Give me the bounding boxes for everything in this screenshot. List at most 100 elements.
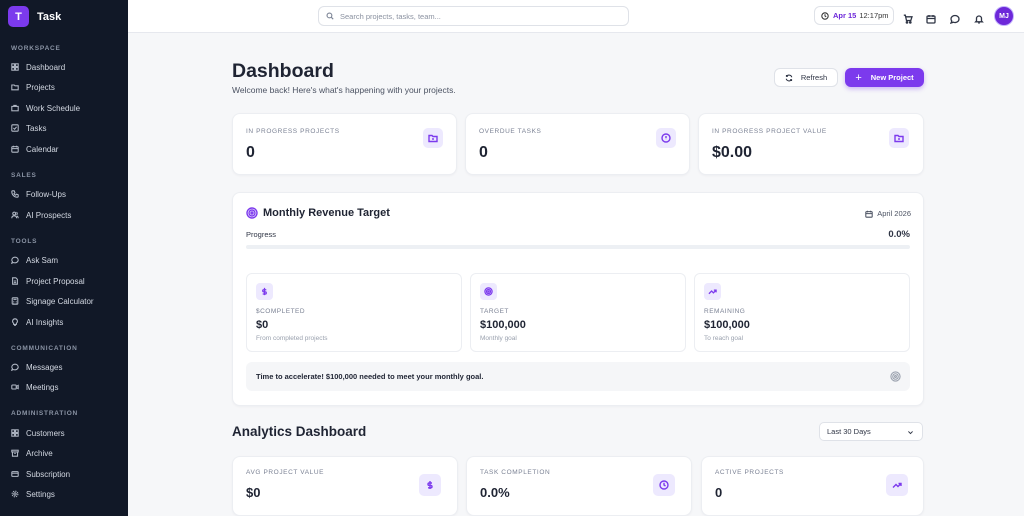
message-circle-icon bbox=[949, 14, 960, 25]
clock-icon bbox=[653, 474, 675, 496]
chevron-down-icon bbox=[908, 431, 913, 435]
sidebar-item-label: AI Prospects bbox=[26, 210, 72, 220]
remaining-card: REMAINING $100,000 To reach goal bbox=[694, 273, 910, 352]
sidebar-item-label: Settings bbox=[26, 489, 55, 499]
card-note: Monthly goal bbox=[480, 335, 517, 342]
sidebar-item-label: Messages bbox=[26, 362, 63, 372]
search-box[interactable] bbox=[318, 6, 629, 26]
progress-label: Progress bbox=[246, 230, 277, 239]
cart-button[interactable] bbox=[903, 11, 913, 24]
sidebar-item-ai-insights[interactable]: AI Insights bbox=[11, 315, 63, 329]
briefcase-icon bbox=[11, 104, 19, 112]
target-icon bbox=[890, 371, 901, 382]
stat-value: $0.00 bbox=[712, 144, 753, 161]
message-square-icon bbox=[11, 363, 19, 371]
clock-icon bbox=[821, 11, 829, 20]
new-project-button[interactable]: + New Project bbox=[845, 68, 924, 87]
sidebar-item-dashboard[interactable]: Dashboard bbox=[11, 60, 65, 74]
sidebar-item-messages[interactable]: Messages bbox=[11, 360, 62, 374]
sidebar-item-meetings[interactable]: Meetings bbox=[11, 380, 58, 394]
sidebar-item-calendar[interactable]: Calendar bbox=[11, 142, 58, 156]
sidebar-item-label: Project Proposal bbox=[26, 276, 85, 286]
avatar[interactable]: MJ bbox=[994, 6, 1014, 26]
sidebar-item-label: AI Insights bbox=[26, 317, 64, 327]
check-square-icon bbox=[11, 124, 19, 132]
sidebar-item-tasks[interactable]: Tasks bbox=[11, 121, 46, 135]
brand-name: Task bbox=[37, 10, 62, 23]
date-range-select[interactable]: Last 30 Days bbox=[819, 422, 923, 441]
sidebar-item-subscription[interactable]: Subscription bbox=[11, 467, 70, 481]
sidebar-item-signage-calculator[interactable]: Signage Calculator bbox=[11, 294, 94, 308]
calendar-button[interactable] bbox=[926, 11, 936, 24]
brand[interactable]: T Task bbox=[0, 0, 128, 33]
folder-icon bbox=[423, 128, 443, 148]
stat-value: 0 bbox=[715, 485, 723, 500]
card-label: TARGET bbox=[480, 308, 509, 315]
sidebar-item-ask-sam[interactable]: Ask Sam bbox=[11, 253, 58, 267]
target-card: TARGET $100,000 Monthly goal bbox=[470, 273, 686, 352]
dollar-icon bbox=[419, 474, 441, 496]
calendar-icon bbox=[11, 145, 19, 153]
topbar: Apr 15 12:17pm MJ bbox=[128, 0, 1024, 33]
card-note: To reach goal bbox=[704, 335, 744, 342]
calendar-icon bbox=[926, 15, 936, 24]
monthly-revenue-card: Monthly Revenue Target April 2026 Progre… bbox=[232, 192, 924, 406]
sidebar-item-customers[interactable]: Customers bbox=[11, 426, 65, 440]
completed-card: $COMPLETED $0 From completed projects bbox=[246, 273, 462, 352]
phone-icon bbox=[11, 190, 19, 198]
brand-logo: T bbox=[8, 6, 29, 27]
stat-label: TASK COMPLETION bbox=[480, 469, 551, 476]
bell-icon bbox=[974, 15, 984, 24]
sidebar-item-work-schedule[interactable]: Work Schedule bbox=[11, 101, 80, 115]
refresh-button[interactable]: Refresh bbox=[774, 68, 838, 87]
cart-icon bbox=[903, 14, 913, 24]
sidebar-item-ai-prospects[interactable]: AI Prospects bbox=[11, 208, 71, 222]
trending-up-icon bbox=[886, 474, 908, 496]
notifications-button[interactable] bbox=[974, 11, 984, 24]
card-label: REMAINING bbox=[704, 308, 746, 315]
callout-message: Time to accelerate! $100,000 needed to m… bbox=[256, 372, 484, 381]
section-label-sales: SALES bbox=[11, 172, 37, 179]
stat-card-overdue-tasks: OVERDUE TASKS 0 bbox=[465, 113, 690, 175]
sidebar-item-project-proposal[interactable]: Project Proposal bbox=[11, 274, 85, 288]
main-content: Dashboard Welcome back! Here's what's ha… bbox=[128, 33, 1024, 516]
stat-card-in-progress-value: IN PROGRESS PROJECT VALUE $0.00 bbox=[698, 113, 924, 175]
stat-card-in-progress-projects: IN PROGRESS PROJECTS 0 bbox=[232, 113, 457, 175]
grid-icon bbox=[11, 63, 19, 71]
sidebar-item-label: Projects bbox=[26, 82, 55, 92]
credit-card-icon bbox=[11, 471, 19, 477]
sidebar-item-label: Ask Sam bbox=[26, 255, 59, 265]
revenue-month: April 2026 bbox=[865, 209, 911, 218]
search-input[interactable] bbox=[340, 11, 620, 21]
calculator-icon bbox=[11, 297, 19, 305]
sidebar-item-label: Subscription bbox=[26, 469, 71, 479]
sidebar-item-label: Follow-Ups bbox=[26, 189, 67, 199]
messages-button[interactable] bbox=[949, 11, 960, 25]
plus-icon: + bbox=[855, 71, 862, 84]
revenue-title: Monthly Revenue Target bbox=[246, 207, 390, 219]
gear-icon bbox=[11, 490, 19, 498]
stat-label: AVG PROJECT VALUE bbox=[246, 469, 325, 476]
stat-value: 0.0% bbox=[480, 485, 510, 500]
sidebar-item-archive[interactable]: Archive bbox=[11, 446, 53, 460]
progress-bar bbox=[246, 245, 910, 249]
sidebar-item-projects[interactable]: Projects bbox=[11, 80, 55, 94]
video-icon bbox=[11, 384, 19, 390]
sidebar: T Task WORKSPACE Dashboard Projects Work… bbox=[0, 0, 128, 516]
date-range-value: Last 30 Days bbox=[827, 427, 871, 436]
archive-icon bbox=[11, 449, 19, 457]
sidebar-item-settings[interactable]: Settings bbox=[11, 487, 55, 501]
date-time-pill[interactable]: Apr 15 12:17pm bbox=[814, 6, 894, 25]
sidebar-item-follow-ups[interactable]: Follow-Ups bbox=[11, 187, 66, 201]
stat-value: 0 bbox=[479, 144, 488, 161]
page-subtitle: Welcome back! Here's what's happening wi… bbox=[232, 85, 456, 95]
card-note: From completed projects bbox=[256, 335, 328, 342]
stat-label: OVERDUE TASKS bbox=[479, 128, 542, 135]
section-label-tools: TOOLS bbox=[11, 238, 38, 245]
stat-label: IN PROGRESS PROJECTS bbox=[246, 128, 340, 135]
card-label: $COMPLETED bbox=[256, 308, 306, 315]
new-project-label: New Project bbox=[870, 73, 914, 82]
grid-icon bbox=[11, 429, 19, 437]
card-value: $0 bbox=[256, 319, 269, 331]
stat-card-task-completion: TASK COMPLETION 0.0% bbox=[466, 456, 692, 516]
